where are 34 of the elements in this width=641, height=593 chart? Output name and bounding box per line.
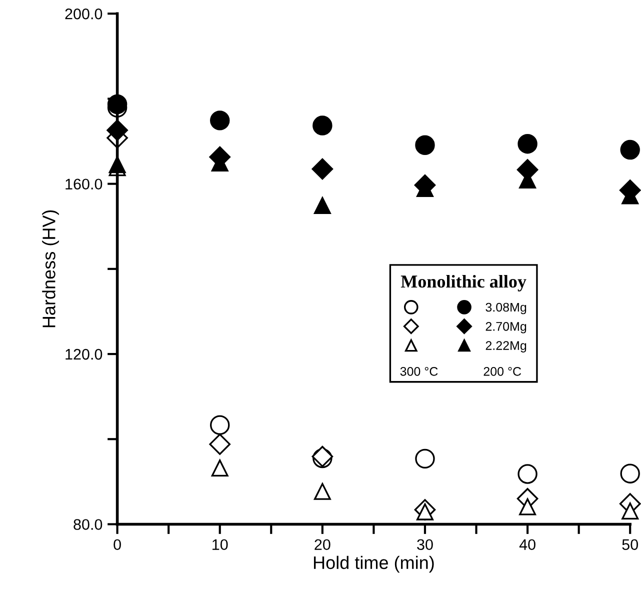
x-tick-label: 20	[314, 539, 330, 550]
point	[314, 197, 331, 214]
annotation: 200 °C	[484, 366, 522, 376]
x-tick-label: 50	[622, 539, 638, 550]
legend-label: 2.22Mg	[486, 341, 526, 352]
point	[415, 448, 435, 469]
point	[415, 135, 435, 155]
legend-label: 3.08Mg	[486, 302, 526, 314]
point	[620, 140, 640, 160]
x-tick-label: 10	[212, 539, 228, 550]
point	[518, 134, 538, 154]
point	[211, 460, 228, 477]
point	[620, 464, 640, 484]
legend-label: 2.70Mg	[486, 322, 526, 334]
x-tick-label: 30	[417, 539, 433, 550]
y-tick-label: 80.0	[74, 519, 102, 530]
point	[312, 158, 334, 180]
x-tick-label: 40	[519, 539, 536, 550]
y-tick-label: 160.0	[66, 178, 102, 190]
y-tick-label: 120.0	[66, 348, 102, 360]
annotation: 300 °C	[400, 366, 438, 376]
legend-title: Monolithic alloy	[400, 274, 526, 292]
y-tick-label: 200.0	[65, 8, 102, 20]
point	[622, 502, 639, 520]
y-axis-title: Hardness (HV)	[42, 210, 59, 328]
point	[210, 415, 230, 435]
point	[314, 482, 331, 500]
x-axis-title: Hold time (min)	[314, 556, 434, 573]
point	[312, 116, 332, 136]
point	[519, 498, 536, 516]
point	[209, 434, 231, 455]
point	[210, 110, 230, 130]
x-tick-label: 0	[114, 539, 121, 550]
point	[518, 464, 538, 484]
